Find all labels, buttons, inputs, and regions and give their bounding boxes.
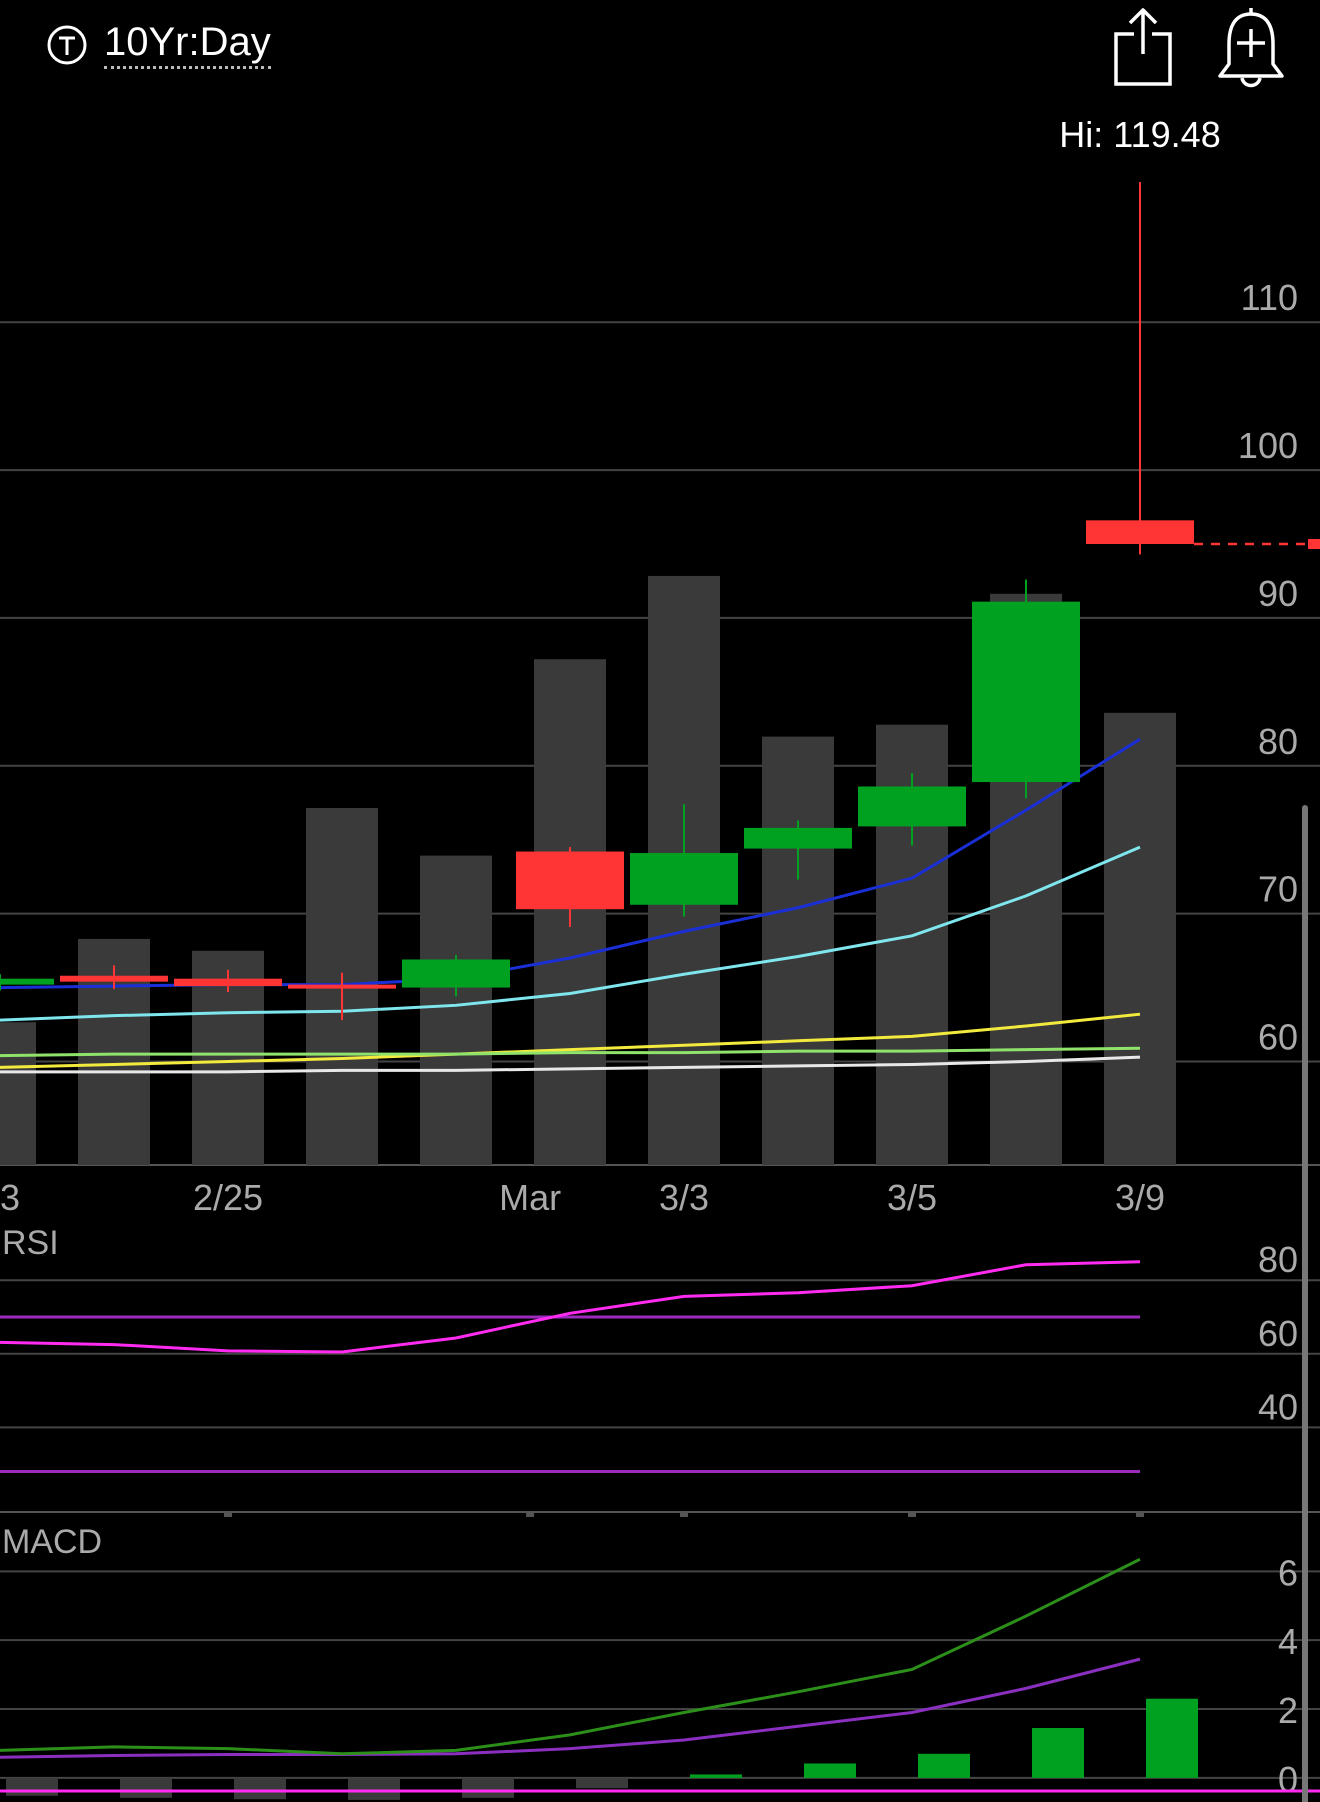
macd-signal-line (0, 1657, 1141, 1759)
macd-axis-tick: 4 (1278, 1621, 1298, 1662)
date-axis-tick: 3/3 (659, 1177, 709, 1218)
date-axis-tick: 3/9 (1115, 1177, 1165, 1218)
candle-body (972, 601, 1080, 783)
macd-panel-label: MACD (2, 1523, 102, 1561)
rsi-axis-tick: 40 (1258, 1386, 1298, 1427)
price-axis-tick: 70 (1258, 869, 1298, 910)
volume-bar (0, 1022, 36, 1165)
rsi-tick-mark (224, 1512, 232, 1517)
vertical-scrollbar[interactable] (1302, 805, 1308, 1802)
volume-bar (420, 855, 492, 1165)
rsi-line (0, 1260, 1141, 1354)
rsi-axis-tick: 80 (1258, 1239, 1298, 1280)
candle-body (744, 827, 852, 849)
candle-body (630, 853, 738, 905)
range-selector[interactable]: 10Yr:Day (104, 20, 271, 69)
candle-body (402, 959, 510, 988)
macd-histogram-bar (234, 1777, 286, 1800)
moving-average-line (0, 1046, 1141, 1058)
rsi-tick-mark (526, 1512, 535, 1517)
macd-histogram-bar (690, 1774, 742, 1778)
macd-histogram-bar (804, 1763, 856, 1778)
candle-body (858, 786, 966, 827)
date-axis-tick: 23 (0, 1177, 20, 1218)
macd-histogram-bar (120, 1777, 172, 1798)
rsi-tick-mark (908, 1512, 916, 1517)
date-axis-tick: 2/25 (193, 1177, 263, 1218)
macd-histogram-bar (1146, 1698, 1198, 1778)
macd-axis-tick: 6 (1278, 1552, 1298, 1593)
moving-average-line (0, 1055, 1141, 1074)
high-price-label: Hi: 119.48 (1059, 114, 1220, 155)
candle-body (0, 978, 54, 985)
macd-histogram-bar (348, 1777, 400, 1800)
macd-line (0, 1557, 1141, 1756)
date-axis-tick: Mar (499, 1177, 561, 1218)
rsi-panel-label: RSI (2, 1224, 59, 1262)
candle-body (1086, 520, 1194, 544)
macd-histogram-bar (576, 1777, 628, 1789)
last-price-marker (1308, 539, 1320, 549)
macd-axis-tick: 0 (1278, 1759, 1298, 1800)
price-axis-tick: 100 (1238, 425, 1298, 466)
macd-histogram-bar (462, 1777, 514, 1798)
candle-body (288, 984, 396, 989)
share-icon[interactable] (1112, 6, 1174, 86)
price-axis-tick: 80 (1258, 721, 1298, 762)
macd-axis-tick: 2 (1278, 1690, 1298, 1731)
moving-average-line (0, 845, 1141, 1022)
t-circle-icon (47, 25, 87, 65)
candle-body (60, 975, 168, 982)
candle-body (516, 851, 624, 910)
price-axis-tick: 90 (1258, 573, 1298, 614)
price-axis-tick: 110 (1241, 277, 1298, 318)
price-axis-tick: 60 (1258, 1017, 1298, 1058)
top-bar: 10Yr:Day (0, 0, 1320, 100)
macd-histogram-bar (918, 1753, 970, 1778)
rsi-tick-mark (1136, 1512, 1144, 1517)
macd-histogram-bar (6, 1777, 58, 1796)
bell-plus-icon[interactable] (1216, 4, 1286, 88)
volume-bar (1104, 712, 1176, 1165)
rsi-axis-tick: 60 (1258, 1313, 1298, 1354)
macd-histogram-bar (1032, 1727, 1084, 1778)
date-axis-tick: 3/5 (887, 1177, 937, 1218)
moving-average-line (0, 1012, 1141, 1069)
candle-body (174, 978, 282, 987)
rsi-tick-mark (680, 1512, 688, 1517)
